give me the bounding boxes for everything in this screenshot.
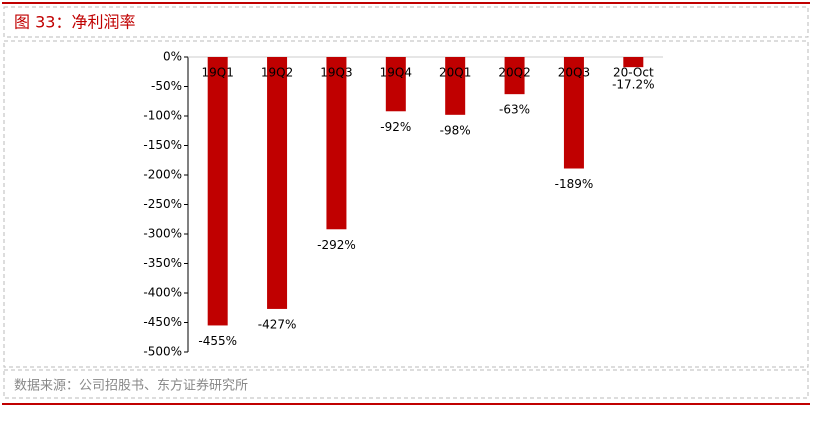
y-tick-label: -250%: [143, 197, 182, 211]
y-tick-label: -500%: [143, 345, 182, 359]
x-tick-label: 20Q1: [439, 66, 471, 80]
y-tick-label: -350%: [143, 256, 182, 270]
bar: [623, 57, 644, 68]
title-box: [3, 6, 809, 38]
y-tick-label: -300%: [143, 227, 182, 241]
value-label: -189%: [555, 177, 594, 191]
x-tick-label: 19Q3: [320, 66, 352, 80]
bar: [563, 57, 584, 169]
source: 数据来源：公司招股书、东方证券研究所: [14, 378, 248, 394]
bar: [326, 57, 347, 230]
x-tick-label: 19Q2: [261, 66, 293, 80]
bar: [207, 57, 228, 326]
bar: [385, 57, 406, 112]
x-tick-label: 19Q1: [202, 66, 234, 80]
y-tick-label: -150%: [143, 138, 182, 152]
value-label: -92%: [380, 120, 411, 134]
value-label: -455%: [198, 334, 237, 348]
source-box: [3, 369, 809, 399]
bar: [445, 57, 466, 115]
x-tick-label: 20-Oct: [613, 66, 654, 80]
value-label: -17.2%: [612, 78, 654, 92]
y-tick-label: -100%: [143, 109, 182, 123]
chart-title: 图 33：净利润率: [14, 13, 135, 32]
value-label: -98%: [440, 123, 471, 137]
bar: [504, 57, 525, 95]
y-tick-label: -450%: [143, 315, 182, 329]
y-tick-label: -200%: [143, 168, 182, 182]
bar: [267, 57, 288, 309]
plot-box: [3, 40, 809, 368]
value-label: -427%: [258, 317, 297, 331]
x-tick-label: 19Q4: [380, 66, 412, 80]
value-label: -63%: [499, 103, 530, 117]
y-tick-label: 0%: [163, 50, 182, 64]
y-tick-label: -50%: [151, 79, 182, 93]
value-label: -292%: [317, 238, 356, 252]
x-tick-label: 20Q3: [558, 66, 590, 80]
x-tick-label: 20Q2: [498, 66, 530, 80]
y-tick-label: -400%: [143, 286, 182, 300]
